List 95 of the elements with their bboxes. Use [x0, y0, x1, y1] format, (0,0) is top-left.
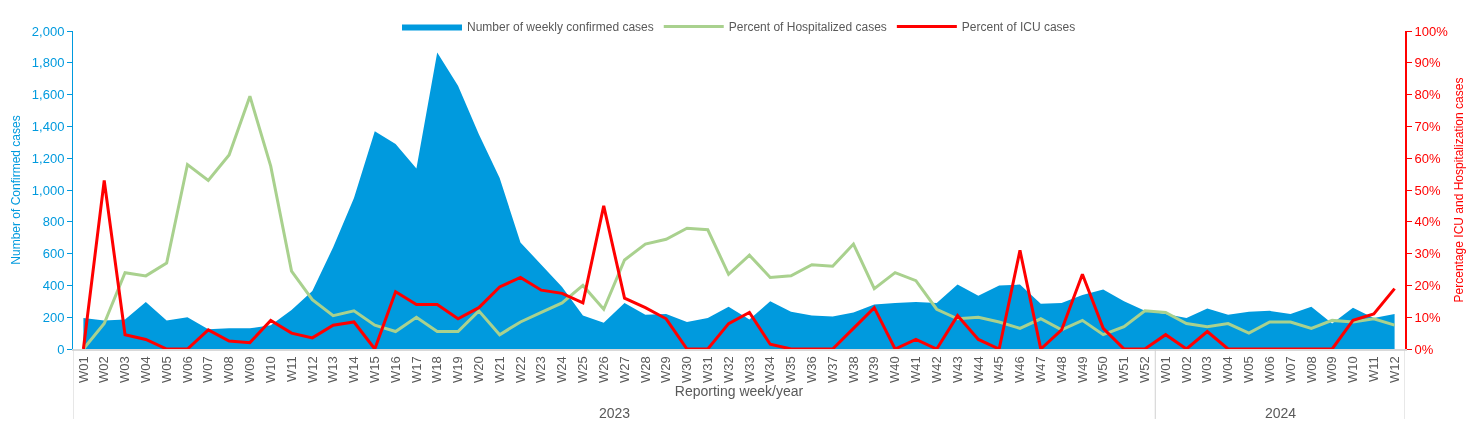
- x-tick-label: W01: [75, 356, 91, 383]
- y2-tick-label: 0%: [1414, 341, 1434, 357]
- legend-label: Number of weekly confirmed cases: [467, 20, 654, 35]
- x-tick-label: W08: [1303, 356, 1319, 383]
- x-tick-label: W01: [1157, 356, 1173, 383]
- y2-tick-label: 30%: [1414, 246, 1442, 262]
- x-tick-label: W46: [1012, 356, 1028, 383]
- x-tick-label: W44: [970, 356, 986, 383]
- y-tick-label: 600: [42, 246, 65, 262]
- x-tick-label: W17: [408, 356, 424, 383]
- x-tick-label: W43: [949, 356, 965, 383]
- x-tick-label: W41: [908, 356, 924, 383]
- x-tick-label: W02: [96, 356, 112, 383]
- x-tick-label: W06: [1261, 356, 1277, 383]
- x-tick-label: W14: [346, 356, 362, 383]
- y2-axis-title: Percentage ICU and Hospitalization cases: [1452, 77, 1466, 303]
- legend-label: Percent of ICU cases: [961, 20, 1076, 35]
- x-tick-label: W27: [616, 356, 632, 383]
- x-tick-label: W48: [1053, 356, 1069, 383]
- x-tick-label: W04: [1220, 356, 1236, 383]
- x-tick-label: W20: [471, 356, 487, 383]
- text: 2023: [599, 405, 631, 421]
- x-tick-label: W30: [679, 356, 695, 383]
- x-tick-label: W23: [533, 356, 549, 383]
- x-tick-label: W42: [928, 356, 944, 383]
- y-tick-label: 800: [42, 214, 65, 230]
- y2-tick-label: 70%: [1414, 118, 1442, 134]
- x-tick-label: W34: [762, 356, 778, 383]
- y2-tick-label: 40%: [1414, 214, 1442, 230]
- x-tick-label: W19: [450, 356, 466, 383]
- x-tick-label: W09: [1324, 356, 1340, 383]
- text: 2024: [1265, 405, 1297, 421]
- x-tick-label: W40: [887, 356, 903, 383]
- line-series: [81, 178, 1397, 349]
- x-tick-label: W33: [741, 356, 757, 383]
- y-tick-label: 1,200: [31, 150, 65, 166]
- y2-tick-label: 10%: [1414, 309, 1442, 325]
- x-tick-label: W07: [1282, 356, 1298, 383]
- y-tick-label: 1,600: [31, 87, 65, 103]
- x-tick-label: W50: [1095, 356, 1111, 383]
- x-tick-label: W03: [1199, 356, 1215, 383]
- x-tick-label: W08: [221, 356, 237, 383]
- x-tick-label: W04: [138, 356, 154, 383]
- x-tick-label: W11: [283, 356, 299, 382]
- x-tick-label: W24: [554, 356, 570, 383]
- x-tick-label: W32: [720, 356, 736, 383]
- y-tick-label: 200: [42, 309, 65, 325]
- x-tick-label: W03: [117, 356, 133, 383]
- x-tick-label: W26: [595, 356, 611, 383]
- x-tick-label: W15: [367, 356, 383, 383]
- y2-tick-label: 100%: [1414, 23, 1449, 39]
- x-tick-label: W05: [1241, 356, 1257, 383]
- x-tick-label: W12: [304, 356, 320, 383]
- y-tick-label: 2,000: [31, 23, 65, 39]
- x-tick-label: W37: [824, 356, 840, 383]
- x-tick-label: W39: [866, 356, 882, 383]
- x-tick-label: W16: [387, 356, 403, 383]
- x-tick-label: W47: [1033, 356, 1049, 383]
- x-tick-label: W12: [1386, 356, 1402, 383]
- x-tick-label: W25: [575, 356, 591, 383]
- y2-tick-label: 20%: [1414, 277, 1442, 293]
- x-tick-label: W18: [429, 356, 445, 383]
- y-tick-label: 0: [57, 341, 65, 357]
- x-tick-label: W07: [200, 356, 216, 383]
- x-tick-label: W10: [1345, 356, 1361, 383]
- y-tick-label: 1,800: [31, 55, 65, 71]
- x-tick-label: W38: [845, 356, 861, 383]
- x-tick-label: W49: [1074, 356, 1090, 383]
- x-tick-label: W51: [1116, 356, 1132, 383]
- x-tick-label: W11: [1366, 356, 1382, 382]
- y2-tick-label: 50%: [1414, 182, 1442, 198]
- x-tick-label: W28: [637, 356, 653, 383]
- x-tick-label: W52: [1137, 356, 1153, 383]
- x-tick-label: W22: [512, 356, 528, 383]
- legend-label: Percent of Hospitalized cases: [728, 20, 887, 35]
- y2-tick-label: 80%: [1414, 87, 1442, 103]
- y2-tick-label: 60%: [1414, 150, 1442, 166]
- x-tick-label: W13: [325, 356, 341, 383]
- y-tick-label: 400: [42, 277, 65, 293]
- x-tick-label: W45: [991, 356, 1007, 383]
- x-tick-label: W21: [491, 356, 507, 383]
- x-tick-label: W06: [179, 356, 195, 383]
- y2-tick-label: 90%: [1414, 55, 1442, 71]
- y-tick-label: 1,000: [31, 182, 65, 198]
- x-tick-label: W36: [804, 356, 820, 383]
- x-axis-title: Reporting week/year: [674, 382, 804, 399]
- y-tick-label: 1,400: [31, 118, 65, 134]
- x-tick-label: W31: [700, 356, 716, 383]
- x-tick-label: W29: [658, 356, 674, 383]
- y-axis-title: Number of Confirmed cases: [9, 115, 24, 265]
- x-tick-label: W35: [783, 356, 799, 383]
- x-tick-label: W05: [158, 356, 174, 383]
- x-tick-label: W10: [262, 356, 278, 383]
- x-tick-label: W02: [1178, 356, 1194, 383]
- x-tick-label: W09: [242, 356, 258, 383]
